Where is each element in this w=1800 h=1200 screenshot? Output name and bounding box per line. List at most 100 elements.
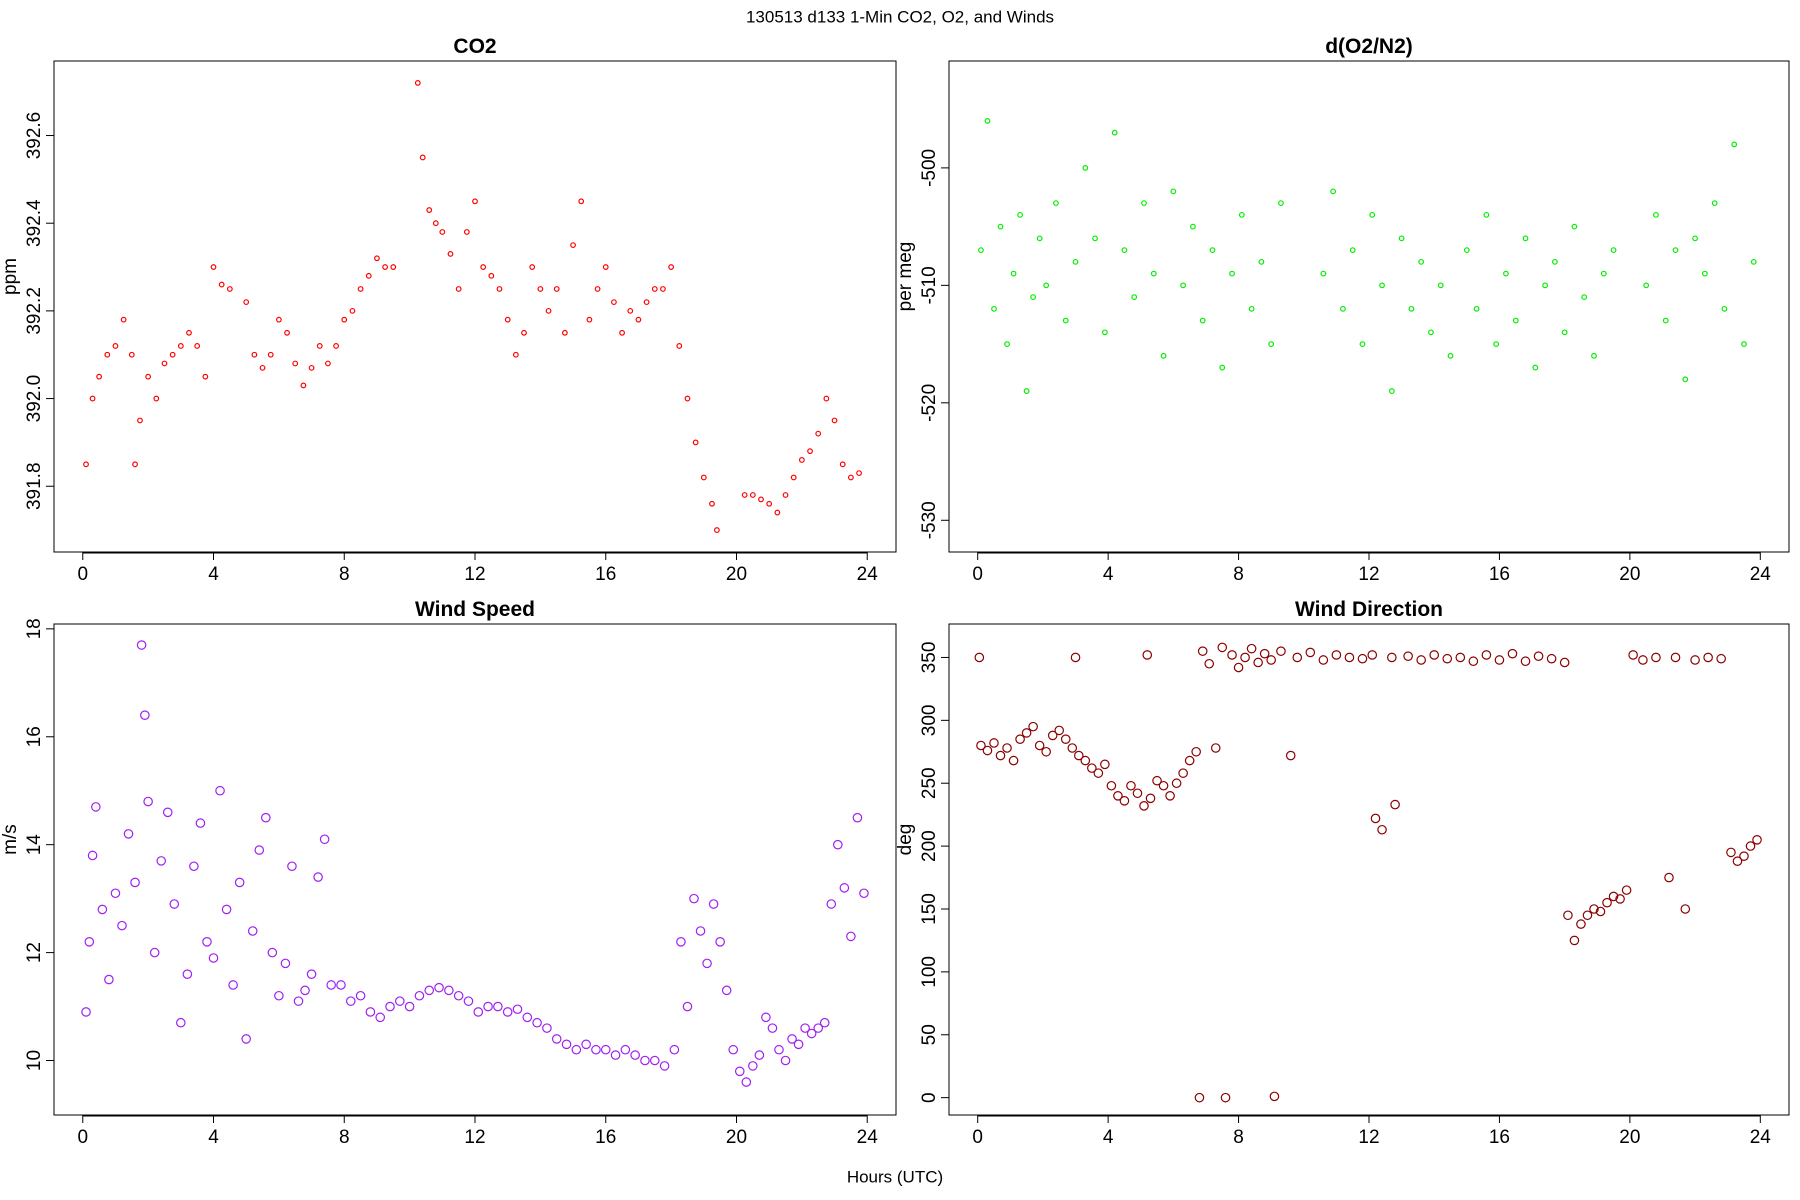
data-point xyxy=(110,888,121,899)
data-point xyxy=(1253,657,1263,668)
data-point xyxy=(1194,1092,1205,1103)
data-point xyxy=(156,856,167,866)
data-point xyxy=(300,382,307,389)
data-point xyxy=(1447,352,1454,359)
data-point xyxy=(715,937,725,947)
data-point xyxy=(1145,793,1156,804)
data-point xyxy=(610,1050,621,1060)
data-point xyxy=(991,305,997,312)
data-point xyxy=(1628,650,1638,660)
data-point xyxy=(1428,329,1434,336)
data-point xyxy=(385,1001,395,1012)
data-point xyxy=(1542,282,1548,289)
data-point xyxy=(251,351,258,358)
data-point xyxy=(1672,247,1679,254)
data-point xyxy=(1653,211,1659,218)
data-point xyxy=(522,1012,533,1023)
x-tick-label: 24 xyxy=(1750,1127,1772,1148)
data-point xyxy=(790,474,797,481)
data-point xyxy=(1080,755,1091,766)
data-point xyxy=(1602,897,1612,908)
data-point xyxy=(194,343,201,349)
data-point xyxy=(833,839,843,850)
y-tick-label: 392.0 xyxy=(24,375,45,423)
data-point xyxy=(1690,655,1700,665)
y-tick-label: 150 xyxy=(919,893,940,925)
y-tick-label: 392.2 xyxy=(24,287,45,335)
data-point xyxy=(123,829,134,839)
y-tick-label: 0 xyxy=(919,1092,940,1103)
data-point xyxy=(754,1050,765,1060)
data-point xyxy=(226,286,233,292)
data-point xyxy=(1739,851,1749,861)
data-point xyxy=(512,351,519,358)
data-point xyxy=(447,250,454,257)
data-point xyxy=(1595,906,1606,917)
x-tick-label: 8 xyxy=(339,1127,350,1148)
data-point xyxy=(1004,341,1010,347)
data-point xyxy=(177,343,184,349)
x-tick-label: 12 xyxy=(464,1127,485,1148)
data-point xyxy=(1008,755,1019,766)
data-point xyxy=(1233,662,1244,673)
figure-title: 130513 d133 1-Min CO2, O2, and Winds xyxy=(746,7,1054,26)
data-point xyxy=(1229,270,1235,277)
data-point xyxy=(1731,141,1738,148)
data-point xyxy=(1101,329,1108,336)
data-point xyxy=(1132,788,1143,799)
data-point xyxy=(1600,270,1607,277)
data-point xyxy=(128,351,135,358)
data-point xyxy=(241,1034,251,1044)
data-point xyxy=(1546,653,1557,664)
data-point xyxy=(974,652,985,663)
x-tick-label: 24 xyxy=(857,1127,879,1148)
data-point xyxy=(1015,734,1025,745)
data-point xyxy=(1217,642,1228,653)
data-point xyxy=(275,316,282,323)
data-point xyxy=(439,229,446,235)
data-point xyxy=(823,395,830,402)
data-point xyxy=(424,985,435,996)
data-point xyxy=(1041,746,1051,757)
data-point xyxy=(708,899,719,909)
data-point xyxy=(619,329,625,336)
chart-title: Wind Direction xyxy=(1295,598,1443,621)
data-point xyxy=(326,980,336,990)
y-tick-label: 392.4 xyxy=(24,199,45,247)
data-point xyxy=(600,1044,611,1055)
y-tick-label: 391.8 xyxy=(24,462,45,510)
data-point xyxy=(1093,768,1104,778)
data-point xyxy=(357,286,364,292)
data-point xyxy=(774,509,781,516)
y-tick-label: -500 xyxy=(919,149,940,187)
data-point xyxy=(1150,270,1157,277)
data-point xyxy=(104,351,111,358)
x-axis-label: Hours (UTC) xyxy=(847,1167,943,1186)
data-point xyxy=(684,395,691,402)
x-tick-label: 16 xyxy=(1489,564,1510,585)
data-point xyxy=(1680,904,1691,914)
data-point xyxy=(247,926,258,936)
data-point xyxy=(798,457,805,463)
data-point xyxy=(215,785,225,796)
data-point xyxy=(586,316,593,323)
data-point xyxy=(287,861,297,872)
data-point xyxy=(149,947,160,958)
data-point xyxy=(1520,656,1531,667)
data-point xyxy=(1473,305,1480,312)
data-point xyxy=(1220,1092,1231,1103)
data-point xyxy=(453,990,464,1001)
data-point xyxy=(1017,211,1023,218)
data-point xyxy=(161,360,168,367)
data-point xyxy=(602,264,609,270)
data-point xyxy=(682,1001,693,1012)
data-point xyxy=(488,272,495,279)
data-point xyxy=(741,492,748,498)
data-point xyxy=(692,439,699,446)
data-point xyxy=(210,264,217,270)
y-axis-label: m/s xyxy=(0,824,21,855)
data-point xyxy=(761,1012,771,1023)
data-point xyxy=(1591,352,1597,359)
data-point xyxy=(243,299,250,306)
x-tick-label: 20 xyxy=(726,1127,747,1148)
